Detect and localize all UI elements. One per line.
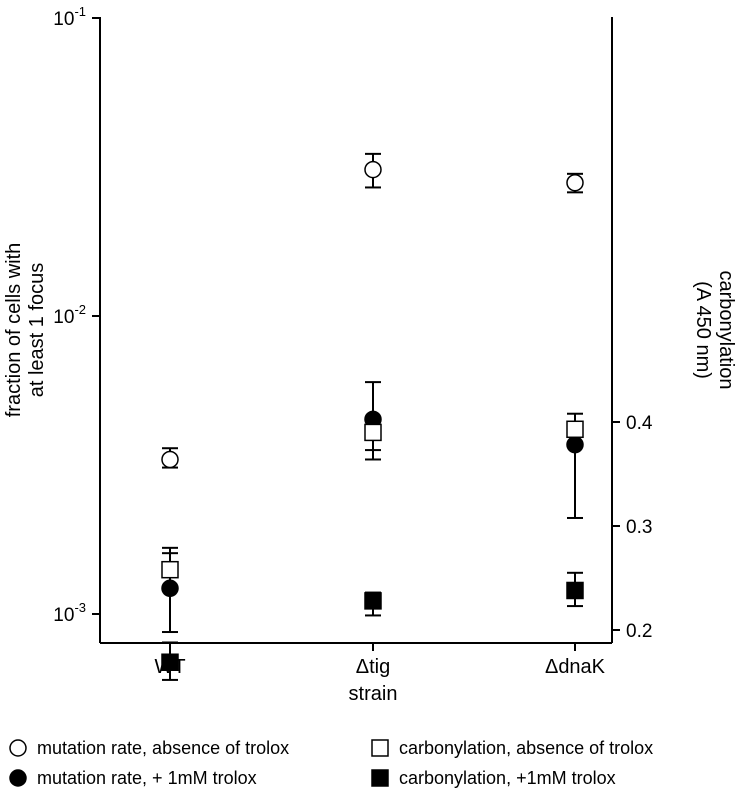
legend-marker-filled-circle — [9, 769, 27, 787]
left-axis-tick-label: 10-3 — [53, 600, 86, 626]
axes: 10-310-210-10.20.30.4WTΔtigΔdnaKstrainfr… — [3, 4, 737, 705]
right-axis-label-line: (A 450 nm) — [692, 281, 714, 379]
data-point-filled-square — [161, 653, 179, 671]
data-point-open-circle — [364, 160, 382, 179]
left-axis-tick-label: 10-2 — [53, 302, 86, 328]
tick-exponent: -2 — [74, 302, 86, 317]
right-axis-label: carbonylation(A 450 nm) — [692, 271, 737, 390]
tick-exponent: -3 — [74, 600, 86, 615]
legend-label: mutation rate, + 1mM trolox — [37, 768, 257, 788]
right-axis-label-line: carbonylation — [715, 271, 737, 390]
data-point-open-square — [566, 420, 584, 439]
data-point-open-square — [161, 560, 179, 579]
right-axis-tick-label: 0.3 — [626, 517, 652, 538]
left-axis-label-line: at least 1 focus — [26, 263, 48, 398]
x-axis-tick-label: Δtig — [356, 656, 390, 678]
legend-marker-filled-square — [371, 769, 389, 787]
data-point-filled-circle — [161, 579, 179, 598]
right-axis-tick-label: 0.2 — [626, 621, 652, 642]
legend-marker-open-circle — [9, 739, 27, 757]
legend-item: carbonylation, +1mM trolox — [371, 768, 616, 788]
left-axis-label-line: fraction of cells with — [3, 243, 25, 418]
left-axis-label: fraction of cells withat least 1 focus — [3, 243, 48, 418]
right-axis-tick-label: 0.4 — [626, 413, 653, 434]
data-point-filled-circle — [566, 435, 584, 454]
data-point-open-square — [364, 423, 382, 442]
legend-item: mutation rate, absence of trolox — [9, 738, 289, 758]
chart-marks — [161, 152, 584, 681]
left-axis-tick-label: 10-1 — [53, 4, 86, 30]
tick-base: 10 — [53, 605, 74, 626]
x-axis-label: strain — [349, 683, 398, 705]
legend-marker-open-square — [371, 739, 389, 757]
data-point-open-circle — [161, 450, 179, 469]
legend-item: mutation rate, + 1mM trolox — [9, 768, 257, 788]
tick-base: 10 — [53, 307, 74, 328]
data-point-filled-square — [566, 581, 584, 600]
legend-label: carbonylation, absence of trolox — [399, 738, 653, 758]
x-axis-tick-label: ΔdnaK — [545, 656, 606, 678]
data-point-open-circle — [566, 173, 584, 192]
legend-item: carbonylation, absence of trolox — [371, 738, 653, 758]
data-point-filled-square — [364, 592, 382, 610]
legend-label: carbonylation, +1mM trolox — [399, 768, 616, 788]
tick-base: 10 — [53, 9, 74, 30]
tick-exponent: -1 — [74, 4, 86, 19]
legend: mutation rate, absence of trolox mutation… — [9, 738, 653, 788]
legend-label: mutation rate, absence of trolox — [37, 738, 289, 758]
